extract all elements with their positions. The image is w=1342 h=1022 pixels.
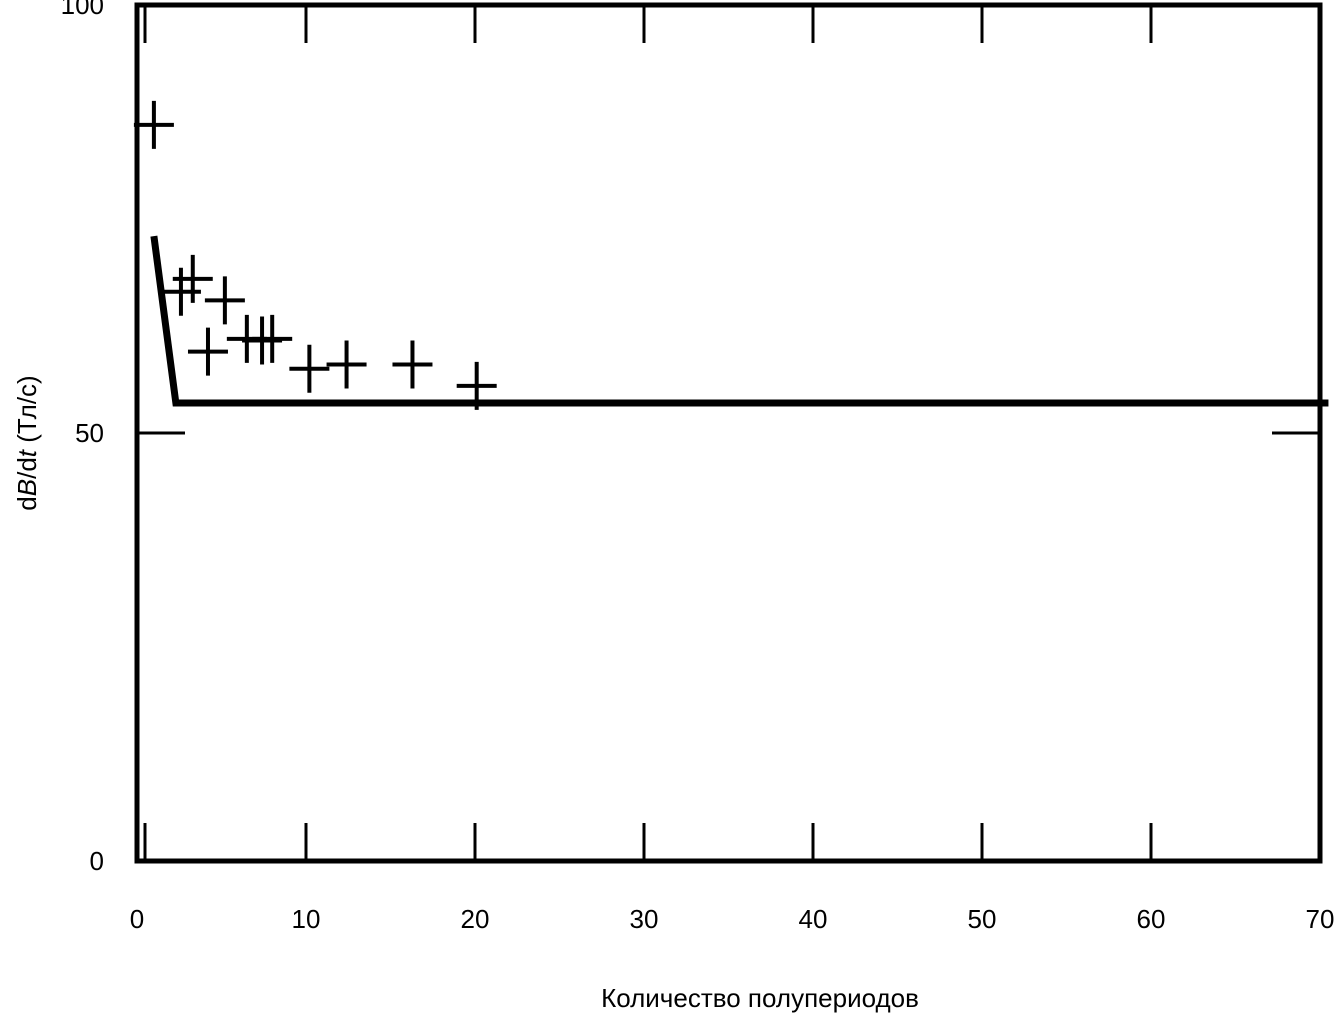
data-point-plus <box>326 340 367 389</box>
y-axis-title-b: B <box>12 479 42 496</box>
x-tick-label: 70 <box>1306 904 1335 934</box>
data-point-plus <box>204 276 245 325</box>
y-axis-title-mid: /d <box>12 457 42 479</box>
data-point-plus <box>392 340 433 389</box>
trend-line <box>150 235 1329 407</box>
plot-frame <box>134 2 1323 864</box>
series-layer <box>133 100 1329 410</box>
x-tick-label: 20 <box>461 904 490 934</box>
data-point-plus <box>172 254 213 303</box>
x-tick-label: 50 <box>968 904 997 934</box>
data-point-plus <box>289 344 330 393</box>
x-tick-label: 30 <box>630 904 659 934</box>
axis-ticks <box>137 3 1322 863</box>
axis-tick-labels: 0 10 20 30 40 50 60 70 0 50 100 <box>61 0 1335 934</box>
data-point-plus <box>133 100 174 149</box>
x-axis-title: Количество полупериодов <box>601 983 919 1013</box>
data-point-plus <box>252 314 293 363</box>
x-tick-label: 0 <box>130 904 144 934</box>
y-axis-title: dB/dt (Тл/с) <box>12 375 42 510</box>
y-tick-label: 100 <box>61 0 104 20</box>
y-tick-label: 0 <box>90 846 104 876</box>
x-tick-label: 60 <box>1137 904 1166 934</box>
y-axis-title-prefix: d <box>12 496 42 510</box>
y-axis-title-suffix: (Тл/с) <box>12 375 42 450</box>
x-tick-label: 10 <box>292 904 321 934</box>
data-point-plus <box>187 327 228 376</box>
x-tick-label: 40 <box>799 904 828 934</box>
y-tick-label: 50 <box>75 418 104 448</box>
y-axis-title-t: t <box>12 448 42 457</box>
